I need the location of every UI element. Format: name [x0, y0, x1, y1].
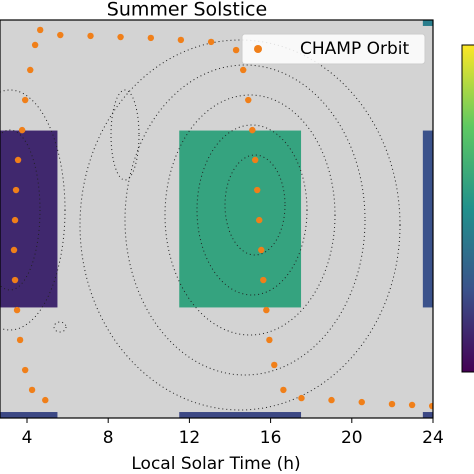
legend-box [241, 33, 426, 65]
orbit-point [207, 38, 215, 46]
x-tick-label: 4 [22, 428, 33, 448]
contour [53, 321, 67, 333]
contour [0, 129, 41, 291]
heatmap-cell [0, 412, 58, 418]
orbit-point [251, 156, 259, 164]
orbit-point [260, 276, 267, 284]
orbit-point [36, 26, 44, 34]
orbit-point [16, 336, 24, 344]
x-tick-label: 8 [103, 428, 114, 448]
heatmap-cell [179, 130, 302, 308]
x-tick-label: 20 [341, 428, 363, 448]
x-tick-label: 24 [422, 428, 444, 448]
orbit-point [249, 126, 256, 134]
orbit-point [239, 66, 247, 74]
orbit-point [271, 361, 278, 369]
colorbar [461, 44, 474, 373]
orbit-point [27, 66, 34, 74]
orbit-point [28, 386, 36, 394]
contour [224, 154, 286, 256]
plot-frame [0, 19, 434, 419]
x-tick-label: 16 [260, 428, 282, 448]
orbit-point [10, 246, 18, 254]
orbit [10, 26, 433, 410]
orbit-point [263, 306, 270, 314]
contour [196, 124, 308, 296]
orbit-point [358, 398, 365, 406]
orbit-point [21, 96, 29, 104]
orbit-point [31, 41, 39, 49]
orbit-point [258, 246, 265, 254]
orbit-point [232, 46, 240, 54]
orbit-point [177, 36, 185, 44]
orbit-point [117, 33, 124, 41]
heatmap-cell [0, 130, 58, 308]
contour [0, 89, 66, 331]
orbit-point [11, 216, 19, 224]
chart-title: Summer Solstice [107, 0, 267, 21]
contour [110, 89, 140, 181]
orbit-point [298, 394, 305, 402]
heatmap [0, 20, 433, 418]
legend: CHAMP Orbit [241, 33, 426, 65]
orbit-point [408, 401, 416, 409]
heatmap-cell [422, 20, 433, 26]
contour [164, 94, 336, 336]
orbit-point [21, 366, 29, 374]
orbit-point [14, 156, 22, 164]
heatmap-cell [179, 412, 302, 418]
orbit-point [18, 126, 26, 134]
orbit-point [245, 96, 252, 104]
orbit-point [13, 306, 21, 314]
legend-marker [254, 45, 262, 53]
contours [0, 39, 401, 411]
orbit-point [11, 276, 19, 284]
orbit-point [87, 32, 94, 40]
orbit-point [266, 336, 273, 344]
orbit-point [12, 186, 20, 194]
heatmap-cell [422, 412, 433, 418]
contour [79, 39, 401, 411]
orbit-point [57, 31, 64, 39]
legend-label: CHAMP Orbit [300, 39, 409, 59]
orbit-point [256, 216, 263, 224]
orbit-point [388, 400, 396, 408]
orbit-point [428, 402, 433, 410]
x-tick-label: 12 [179, 428, 201, 448]
heatmap-cell [422, 130, 433, 308]
orbit-point [328, 396, 335, 404]
orbit-point [147, 34, 155, 42]
orbit-point [254, 186, 261, 194]
x-axis-label: Local Solar Time (h) [131, 454, 300, 474]
contour [124, 64, 366, 376]
orbit-point [42, 396, 49, 404]
orbit-point [280, 386, 287, 394]
